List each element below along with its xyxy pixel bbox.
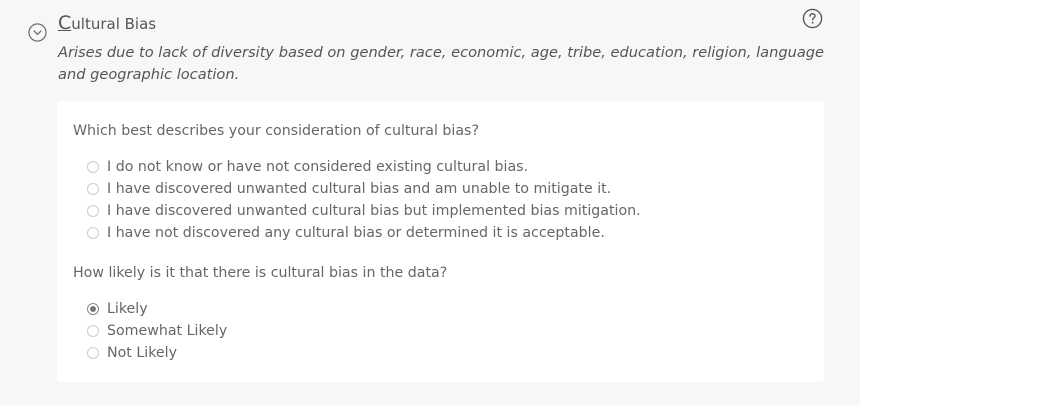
option-label: Somewhat Likely [107,323,228,339]
radio-button[interactable] [87,161,99,173]
questions-card: Which best describes your consideration … [57,101,824,382]
radio-option-somewhat-likely[interactable]: Somewhat Likely [87,320,227,342]
section-title-text: ultural Bias [71,15,157,33]
radio-button[interactable] [87,205,99,217]
radio-button[interactable] [87,347,99,359]
radio-button[interactable] [87,227,99,239]
radio-button[interactable] [87,183,99,195]
radio-option-unable-to-mitigate[interactable]: I have discovered unwanted cultural bias… [87,178,611,200]
radio-button-selected[interactable] [87,303,99,315]
radio-option-not-considered[interactable]: I do not know or have not considered exi… [87,156,528,178]
option-label: Not Likely [107,345,177,361]
option-label: I have not discovered any cultural bias … [107,225,605,241]
radio-option-likely[interactable]: Likely [87,298,148,320]
radio-button[interactable] [87,325,99,337]
question-circle-icon[interactable] [802,8,823,29]
section-description: Arises due to lack of diversity based on… [58,44,825,83]
radio-option-not-likely[interactable]: Not Likely [87,342,177,364]
cultural-bias-panel: Cultural Bias Arises due to lack of dive… [28,8,825,382]
chevron-down-circle-icon[interactable] [28,23,47,42]
option-label: I have discovered unwanted cultural bias… [107,181,612,197]
radio-option-implemented-mitigation[interactable]: I have discovered unwanted cultural bias… [87,200,641,222]
section-title-access-key: C [58,12,72,34]
option-label: Likely [107,301,148,317]
section-title: Cultural Bias [58,12,156,35]
question-likelihood: How likely is it that there is cultural … [73,265,448,281]
option-label: I do not know or have not considered exi… [107,159,529,175]
option-label: I have discovered unwanted cultural bias… [107,203,641,219]
radio-option-not-discovered[interactable]: I have not discovered any cultural bias … [87,222,605,244]
question-consideration: Which best describes your consideration … [73,123,479,139]
